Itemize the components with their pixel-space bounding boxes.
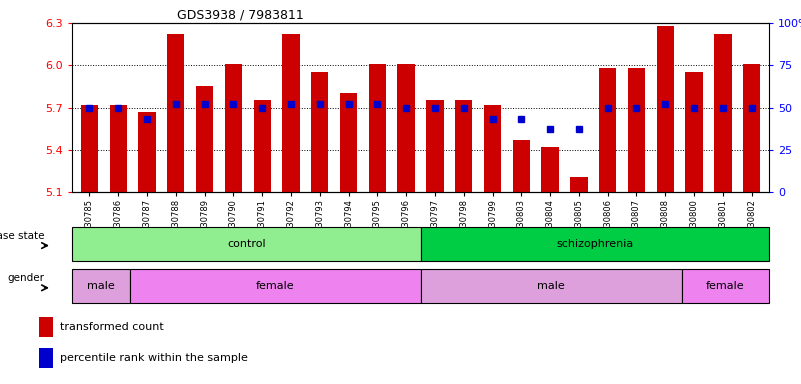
Text: male: male	[537, 281, 565, 291]
Bar	[743, 64, 760, 192]
Bar	[541, 147, 559, 192]
Bar	[340, 93, 357, 192]
Bar	[368, 64, 386, 192]
Bar	[628, 68, 645, 192]
Text: male: male	[87, 281, 115, 291]
Bar	[426, 101, 444, 192]
Bar	[130, 269, 421, 303]
Bar	[72, 227, 421, 261]
Bar	[682, 269, 769, 303]
Text: transformed count: transformed count	[60, 322, 164, 332]
Text: gender: gender	[8, 273, 45, 283]
Text: female: female	[706, 281, 745, 291]
Bar	[225, 64, 242, 192]
Text: schizophrenia: schizophrenia	[556, 239, 634, 249]
Text: control: control	[227, 239, 266, 249]
Bar	[39, 317, 53, 337]
Bar	[421, 269, 682, 303]
Bar	[110, 105, 127, 192]
Text: disease state: disease state	[0, 231, 45, 241]
Bar	[599, 68, 616, 192]
Bar	[167, 34, 184, 192]
Text: female: female	[256, 281, 295, 291]
Bar	[282, 34, 300, 192]
Bar	[196, 86, 213, 192]
Bar	[397, 64, 415, 192]
Bar	[72, 269, 130, 303]
Bar	[139, 112, 155, 192]
Bar	[81, 105, 98, 192]
Bar	[657, 26, 674, 192]
Bar	[686, 72, 702, 192]
Bar	[455, 101, 473, 192]
Bar	[421, 227, 769, 261]
Bar	[39, 348, 53, 368]
Bar	[513, 140, 530, 192]
Bar	[484, 105, 501, 192]
Text: GDS3938 / 7983811: GDS3938 / 7983811	[176, 9, 304, 22]
Bar	[253, 101, 271, 192]
Bar	[570, 177, 588, 192]
Bar	[714, 34, 731, 192]
Text: percentile rank within the sample: percentile rank within the sample	[60, 353, 248, 363]
Bar	[311, 72, 328, 192]
